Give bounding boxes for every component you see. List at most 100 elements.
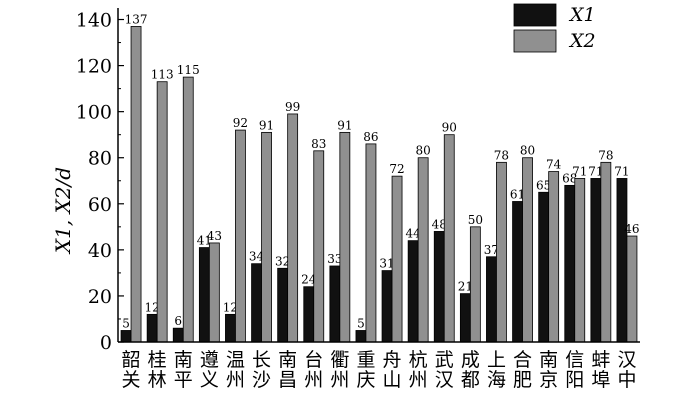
data-label-x2-1: 113 [151,68,174,82]
data-label-x1-11: 44 [406,227,422,241]
bar-x1-16 [538,191,550,343]
bar-x1-11 [407,240,419,343]
bar-x1-13 [459,293,471,343]
y-tick-label-0: 0 [100,332,112,354]
legend-label-x1: X1 [568,4,596,26]
data-label-x2-12: 90 [442,121,457,135]
bar-x2-19 [626,235,638,343]
category-label-0: 韶关 [122,349,141,391]
y-tick-label-5: 100 [76,102,112,124]
y-tick-label-6: 120 [76,56,112,78]
data-label-x1-9: 5 [357,316,365,330]
data-label-x1-4: 12 [223,300,238,314]
data-label-x2-4: 92 [233,116,248,130]
data-label-x2-5: 91 [259,118,274,132]
data-label-x1-10: 31 [379,257,394,271]
category-label-13: 成都 [461,349,480,391]
bar-x2-13 [469,226,481,343]
bar-x1-19 [616,178,628,343]
data-label-x1-17: 68 [562,171,577,185]
data-label-x1-2: 6 [174,314,182,328]
data-label-x1-6: 32 [275,254,290,268]
bar-x2-3 [208,242,220,343]
data-label-x1-0: 5 [122,316,130,330]
data-label-x1-14: 37 [484,243,499,257]
bar-x2-6 [287,113,299,343]
data-label-x2-17: 71 [572,164,587,178]
bar-x1-3 [198,247,210,343]
y-tick-label-3: 60 [88,194,112,216]
bar-x1-18 [590,178,602,343]
category-label-12: 武汉 [435,349,454,391]
category-label-3: 遵义 [200,349,219,391]
bar-x2-1 [156,81,168,343]
bar-x2-4 [235,129,246,343]
data-label-x2-7: 83 [311,137,326,151]
legend-swatch-x2 [513,29,557,53]
data-label-x2-0: 137 [125,12,148,26]
data-label-x2-15: 80 [520,144,535,158]
bar-x1-9 [355,330,367,343]
data-label-x1-12: 48 [432,217,447,231]
y-tick-label-2: 40 [88,240,112,262]
data-label-x1-16: 65 [536,178,551,192]
bar-x1-7 [303,286,315,343]
bar-x1-4 [225,313,236,343]
y-axis-label: X1, X2/d [51,167,75,255]
bar-x2-18 [600,161,612,343]
data-label-x1-1: 12 [145,300,160,314]
category-label-2: 南平 [174,349,193,391]
category-label-4: 温州 [226,349,245,391]
data-label-x2-18: 78 [598,148,613,162]
bar-x2-11 [417,157,429,343]
category-label-6: 南昌 [278,349,297,391]
bar-x2-8 [339,131,351,343]
bar-x2-7 [313,150,325,343]
data-label-x2-10: 72 [389,162,404,176]
bar-x2-2 [182,76,194,343]
data-label-x1-8: 33 [327,252,342,266]
bar-x2-15 [522,157,533,343]
bar-x2-16 [548,171,560,343]
bar-x1-8 [329,265,341,343]
category-label-16: 南京 [539,349,558,391]
data-label-x2-9: 86 [363,130,378,144]
data-label-x2-16: 74 [546,158,562,172]
data-label-x1-5: 34 [249,250,265,264]
bar-x2-9 [365,143,377,343]
y-tick-label-4: 80 [88,148,112,170]
category-label-18: 蚌埠 [591,349,610,391]
bar-x1-10 [381,270,393,343]
bar-x1-14 [486,256,497,343]
bar-x1-2 [172,327,184,343]
bar-x2-17 [574,178,586,343]
data-label-x2-8: 91 [337,118,352,132]
data-label-x2-2: 115 [177,63,200,77]
bar-x1-1 [146,313,158,343]
data-label-x1-15: 61 [510,187,525,201]
bar-x2-5 [261,131,272,343]
data-label-x1-19: 71 [614,164,629,178]
category-label-17: 信阳 [565,349,584,391]
y-tick-label-7: 140 [76,10,112,32]
bar-x2-14 [496,161,507,343]
data-label-x2-13: 50 [468,213,483,227]
data-label-x2-19: 46 [624,222,639,236]
data-label-x1-13: 21 [458,280,473,294]
data-label-x1-7: 24 [301,273,317,287]
data-label-x1-3: 41 [197,234,212,248]
bar-x2-12 [443,134,455,343]
category-label-1: 桂林 [148,349,167,391]
bar-x2-0 [130,26,142,343]
category-label-14: 上海 [487,349,506,391]
data-label-x2-3: 43 [207,229,222,243]
data-label-x2-11: 80 [416,144,431,158]
category-label-10: 舟山 [383,349,402,391]
bar-x1-12 [433,231,445,343]
y-tick-label-1: 20 [88,286,112,308]
category-label-11: 杭州 [409,349,428,391]
data-label-x2-6: 99 [285,100,300,114]
